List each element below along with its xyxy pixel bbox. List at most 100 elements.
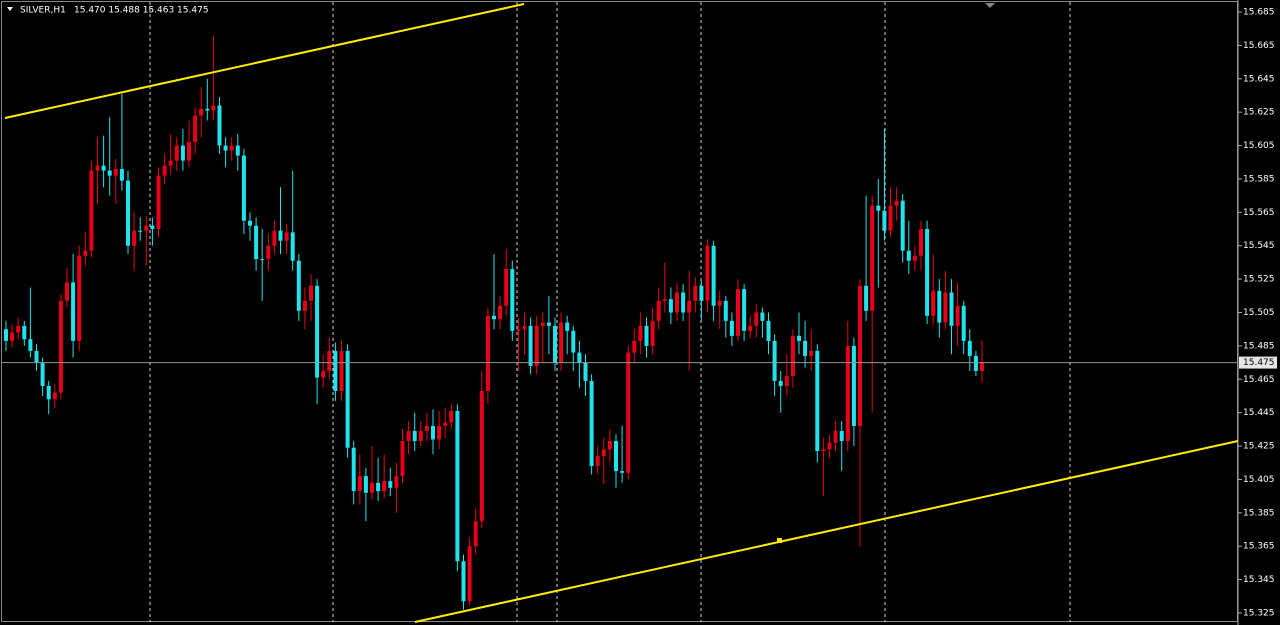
candle-body (150, 225, 155, 230)
y-tick-label: 15.425 (1243, 442, 1275, 452)
trend-line (4, 3, 525, 119)
candle-body (626, 352, 631, 473)
y-tick-label: 15.625 (1243, 108, 1275, 118)
candle-body (333, 350, 338, 391)
candle-body (894, 200, 899, 206)
candle-body (662, 299, 667, 301)
candle-body (638, 325, 643, 341)
candle-body (632, 340, 637, 353)
candle-body (675, 292, 679, 313)
candle-body (754, 312, 759, 326)
candle-body (65, 282, 69, 301)
candle-body (705, 245, 710, 301)
candle-body (955, 305, 960, 326)
candle-body (22, 325, 27, 340)
candle-body (394, 476, 399, 488)
candle-body (479, 390, 484, 522)
candle-body (833, 431, 838, 443)
candle-body (229, 145, 234, 151)
candle-body (162, 165, 167, 176)
candle-body (492, 315, 496, 320)
candle-body (376, 482, 381, 492)
y-tick-label: 15.565 (1243, 208, 1275, 218)
candle-body (357, 476, 362, 492)
candle-body (119, 168, 124, 181)
candle-body (778, 380, 783, 386)
candle-body (217, 105, 222, 146)
candle-body (321, 370, 326, 378)
y-tick-label: 15.405 (1243, 475, 1275, 485)
candle-body (138, 230, 143, 232)
candle-body (601, 449, 606, 457)
y-tick-label: 15.685 (1243, 8, 1275, 18)
candle-body (540, 322, 545, 326)
candle-body (864, 285, 869, 311)
candle-body (919, 229, 923, 256)
candle-body (888, 205, 893, 231)
candle-body (967, 340, 972, 356)
candle-body (876, 205, 881, 211)
candle-body (132, 230, 137, 246)
candle-body (729, 320, 734, 336)
candle-body (327, 350, 332, 371)
candle-body (912, 255, 917, 261)
candle-body (931, 290, 936, 316)
candle-body (546, 322, 551, 326)
symbol: SILVER,H1 (20, 6, 66, 16)
candle-body (46, 385, 51, 400)
candle-body (113, 168, 118, 176)
candle-body (205, 108, 210, 111)
candle-body (565, 322, 570, 331)
candle-body (839, 431, 844, 442)
candle-body (553, 325, 557, 363)
candle-body (583, 362, 588, 381)
candle-body (10, 332, 15, 341)
candle-body (644, 325, 649, 346)
candle-body (443, 422, 448, 427)
candle-body (272, 230, 277, 246)
candle-body (790, 335, 795, 376)
candle-body (467, 546, 472, 602)
candle-body (980, 362, 984, 371)
candle-body (449, 410, 454, 423)
candle-body (656, 300, 661, 321)
y-tick-label: 15.445 (1243, 408, 1275, 418)
candle-body (528, 325, 533, 366)
candle-body (16, 325, 21, 333)
candle-body (748, 325, 753, 331)
candle-body (302, 300, 307, 311)
candle-body (455, 410, 460, 562)
candle-body (406, 431, 411, 442)
candle-body (370, 482, 374, 493)
candle-body (168, 160, 173, 166)
candle-body (937, 290, 942, 323)
candle-body (126, 180, 130, 246)
candle-body (101, 165, 106, 171)
candle-body (339, 350, 344, 391)
candle-body (382, 481, 387, 492)
candle-body (900, 200, 905, 251)
candle-body (510, 269, 515, 331)
candle-body (199, 108, 204, 116)
candle-body (95, 165, 100, 171)
candle-body (424, 426, 429, 432)
y-tick-label: 15.365 (1243, 542, 1275, 552)
y-tick-label: 15.645 (1243, 74, 1275, 84)
candle-body (607, 441, 612, 450)
candles (4, 35, 984, 610)
y-tick-label: 15.605 (1243, 141, 1275, 151)
candle-body (241, 155, 246, 221)
candle-body (614, 441, 618, 472)
candle-body (351, 447, 356, 492)
candle-body (821, 449, 826, 452)
candle-body (589, 380, 594, 467)
candle-body (858, 285, 862, 427)
candle-body (71, 282, 76, 341)
candle-body (107, 170, 112, 176)
candle-body (973, 355, 978, 371)
candle-body (418, 431, 423, 442)
candle-body (437, 426, 442, 440)
candle-body (473, 521, 478, 547)
candle-body (522, 325, 527, 330)
